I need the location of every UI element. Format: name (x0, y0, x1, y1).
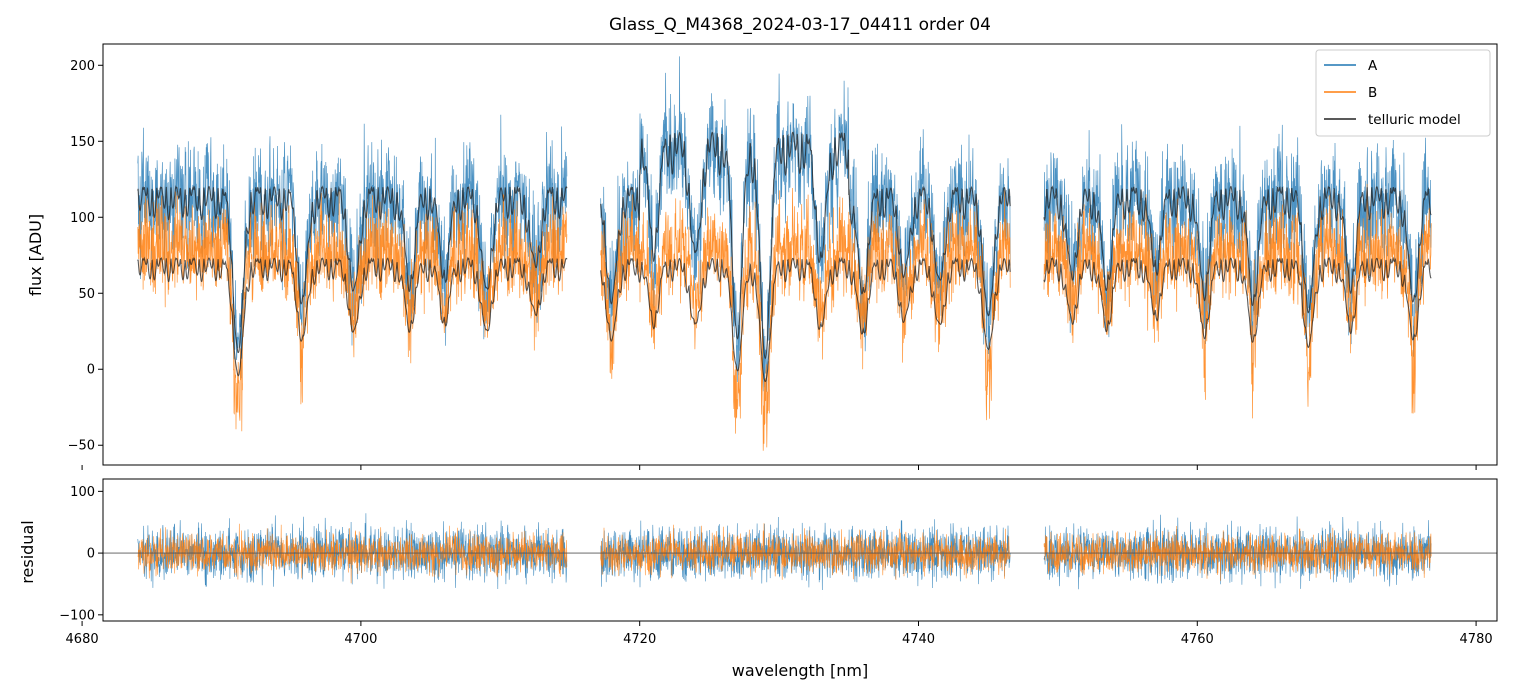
y-tick-label: 100 (70, 485, 95, 500)
flux-y-axis-label: flux [ADU] (26, 214, 45, 296)
residual-b-line (137, 523, 568, 584)
residual-y-axis-label: residual (18, 520, 37, 583)
segment-0 (137, 114, 568, 432)
flux-panel: −50 0 50 100 150 200 flux [ADU] A B telluric … (26, 43, 1498, 470)
segment-2 (1043, 124, 1432, 419)
residual-b-line (1043, 525, 1432, 581)
residual-segment-1 (600, 516, 1011, 591)
x-tick-label: 4680 (66, 632, 99, 647)
y-tick-label: 0 (87, 363, 95, 378)
x-axis-label: wavelength [nm] (732, 661, 869, 680)
flux-axes-frame (102, 43, 1498, 466)
telluric-model-line-b (1043, 256, 1432, 349)
legend-label-b: B (1368, 85, 1377, 101)
residual-plot-area (103, 513, 1497, 591)
y-tick-label: 150 (70, 135, 95, 150)
telluric-model-line-b (600, 256, 1011, 383)
series-b-line (600, 187, 1011, 451)
flux-x-ticks (81, 465, 1477, 470)
y-tick-label: −100 (59, 608, 95, 623)
x-tick-label: 4700 (344, 632, 377, 647)
legend-box (1315, 49, 1491, 137)
y-tick-label: 0 (87, 547, 95, 562)
x-tick-label: 4740 (902, 632, 935, 647)
residual-y-ticks: −100 0 100 (59, 485, 103, 623)
telluric-model-line-a (1043, 185, 1432, 314)
y-tick-label: 50 (78, 287, 95, 302)
residual-segment-2 (1043, 514, 1432, 590)
legend-label-a: A (1368, 58, 1378, 74)
segment-1 (600, 56, 1011, 451)
telluric-model-line-a (600, 131, 1011, 359)
x-tick-label: 4720 (623, 632, 656, 647)
residual-x-ticks: 4680 4700 4720 4740 4760 4780 (66, 621, 1493, 647)
y-tick-label: 200 (70, 59, 95, 74)
flux-plot-area (137, 56, 1432, 451)
series-b-line (1043, 183, 1432, 419)
residual-panel: −100 0 100 4680 4700 4720 4740 4760 4780 residu… (18, 478, 1498, 680)
flux-y-ticks: −50 0 50 100 150 200 (68, 59, 103, 454)
series-a-line (137, 114, 568, 379)
residual-axes-frame (102, 478, 1498, 622)
y-tick-label: −50 (68, 439, 95, 454)
x-tick-label: 4760 (1181, 632, 1214, 647)
telluric-model-line-a (137, 185, 568, 354)
x-tick-label: 4780 (1460, 632, 1493, 647)
legend-label-telluric: telluric model (1368, 112, 1461, 128)
y-tick-label: 100 (70, 211, 95, 226)
legend: A B telluric model (1315, 49, 1491, 137)
telluric-model-line-b (137, 256, 568, 377)
residual-segment-0 (137, 513, 568, 590)
residual-b-line (600, 523, 1011, 581)
chart-title: Glass_Q_M4368_2024-03-17_04411 order 04 (609, 15, 991, 35)
